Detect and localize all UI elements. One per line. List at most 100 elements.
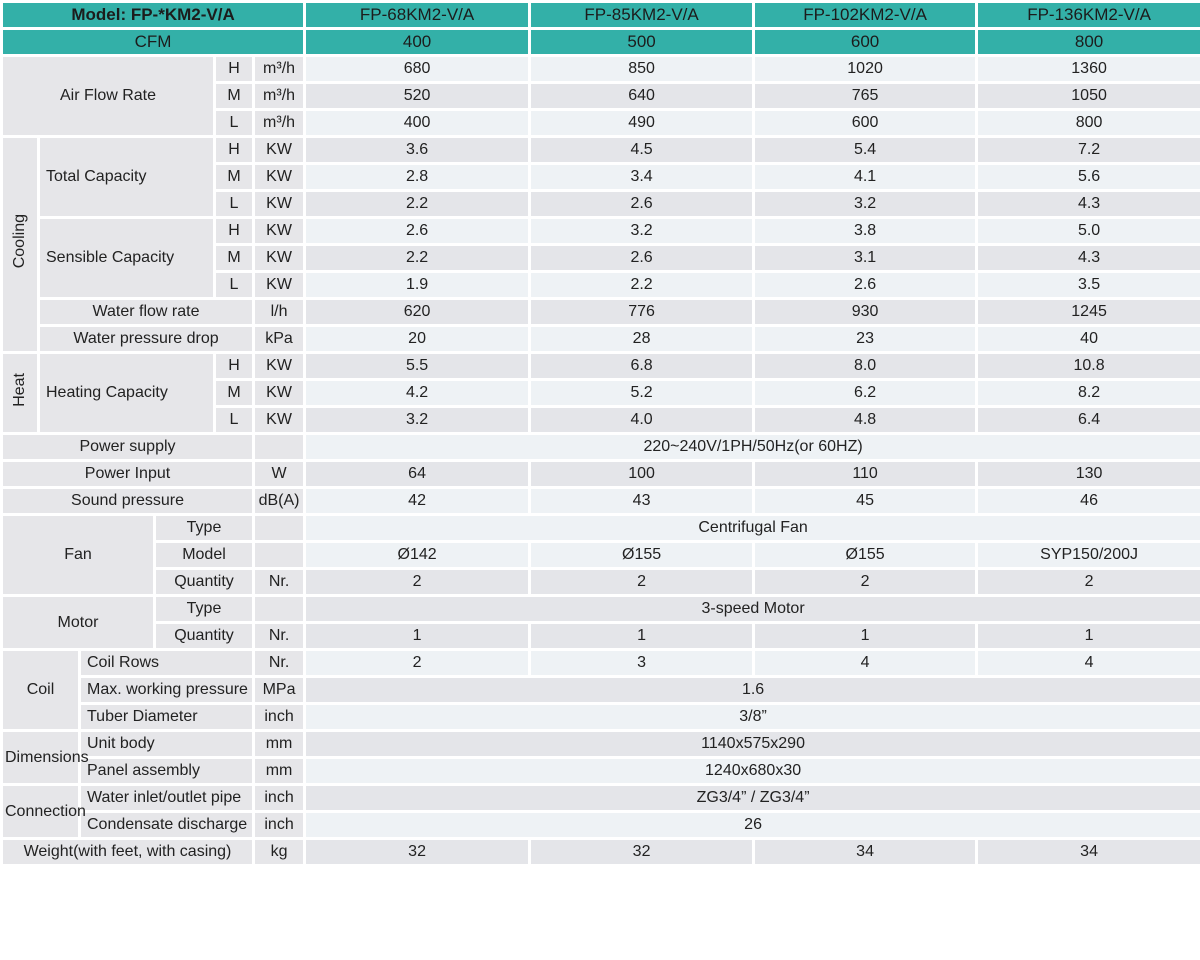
- heating-capacity-value: 8.2: [975, 378, 1200, 408]
- sensible-capacity-value: 3.2: [528, 216, 756, 246]
- heating-capacity-value: 4.0: [528, 405, 756, 435]
- total-capacity-speed: L: [213, 189, 255, 219]
- total-capacity-label: Total Capacity: [37, 135, 216, 219]
- dimensions-label: Dimensions: [0, 729, 89, 786]
- heating-capacity-speed: H: [213, 351, 255, 381]
- air-flow-value: 1360: [975, 54, 1200, 84]
- weight-unit: kg: [251, 837, 307, 867]
- sound-pressure-value: 45: [752, 486, 979, 516]
- air-flow-value: 400: [303, 108, 532, 138]
- model-name: FP-85KM2-V/A: [528, 0, 756, 30]
- air-flow-value: 680: [303, 54, 532, 84]
- motor-type-label: Type: [153, 594, 255, 624]
- total-capacity-unit: KW: [251, 135, 307, 165]
- air-flow-value: 1020: [752, 54, 979, 84]
- fan-type-unit: [251, 513, 307, 543]
- air-flow-value: 800: [975, 108, 1200, 138]
- heating-capacity-value: 4.2: [303, 378, 532, 408]
- total-capacity-value: 2.8: [303, 162, 532, 192]
- water-pressure-unit: kPa: [251, 324, 307, 354]
- sensible-capacity-speed: M: [213, 243, 255, 273]
- fan-model-value: Ø155: [528, 540, 756, 570]
- total-capacity-value: 2.2: [303, 189, 532, 219]
- sensible-capacity-unit: KW: [251, 216, 307, 246]
- heat-text: Heat: [11, 373, 28, 407]
- water-pipe-unit: inch: [251, 783, 307, 813]
- cooling-text: Cooling: [11, 214, 28, 269]
- sound-pressure-value: 46: [975, 486, 1200, 516]
- fan-quantity-value: 2: [975, 567, 1200, 597]
- panel-assembly-unit: mm: [251, 756, 307, 786]
- water-flow-value: 1245: [975, 297, 1200, 327]
- max-pressure-value: 1.6: [303, 675, 1200, 705]
- weight-label: Weight(with feet, with casing): [0, 837, 255, 867]
- total-capacity-value: 4.3: [975, 189, 1200, 219]
- sensible-capacity-unit: KW: [251, 270, 307, 300]
- air-flow-value: 765: [752, 81, 979, 111]
- total-capacity-value: 2.6: [528, 189, 756, 219]
- motor-quantity-value: 1: [528, 621, 756, 651]
- heating-capacity-label: Heating Capacity: [37, 351, 216, 435]
- fan-model-value: Ø142: [303, 540, 532, 570]
- air-flow-value: 1050: [975, 81, 1200, 111]
- weight-value: 34: [975, 837, 1200, 867]
- power-input-label: Power Input: [0, 459, 255, 489]
- unit-body-label: Unit body: [78, 729, 255, 759]
- max-pressure-unit: MPa: [251, 675, 307, 705]
- cfm-header: CFM: [0, 27, 307, 57]
- power-input-value: 130: [975, 459, 1200, 489]
- motor-quantity-label: Quantity: [153, 621, 255, 651]
- sound-pressure-value: 43: [528, 486, 756, 516]
- unit-body-unit: mm: [251, 729, 307, 759]
- weight-value: 32: [303, 837, 532, 867]
- sensible-capacity-value: 5.0: [975, 216, 1200, 246]
- sensible-capacity-value: 2.2: [528, 270, 756, 300]
- total-capacity-value: 4.1: [752, 162, 979, 192]
- weight-value: 34: [752, 837, 979, 867]
- fan-quantity-value: 2: [752, 567, 979, 597]
- coil-rows-value: 3: [528, 648, 756, 678]
- fan-model-value: Ø155: [752, 540, 979, 570]
- model-header: Model: FP-*KM2-V/A: [0, 0, 307, 30]
- water-flow-unit: l/h: [251, 297, 307, 327]
- heating-capacity-unit: KW: [251, 378, 307, 408]
- power-supply-label: Power supply: [0, 432, 255, 462]
- power-input-value: 100: [528, 459, 756, 489]
- air-flow-value: 600: [752, 108, 979, 138]
- heating-capacity-value: 3.2: [303, 405, 532, 435]
- condensate-value: 26: [303, 810, 1200, 840]
- total-capacity-value: 3.2: [752, 189, 979, 219]
- panel-assembly-label: Panel assembly: [78, 756, 255, 786]
- cfm-value: 600: [752, 27, 979, 57]
- water-flow-value: 930: [752, 297, 979, 327]
- air-flow-value: 850: [528, 54, 756, 84]
- water-pipe-label: Water inlet/outlet pipe: [78, 783, 255, 813]
- sensible-capacity-value: 2.6: [528, 243, 756, 273]
- cfm-value: 800: [975, 27, 1200, 57]
- sensible-capacity-value: 2.6: [303, 216, 532, 246]
- panel-assembly-value: 1240x680x30: [303, 756, 1200, 786]
- tube-diameter-label: Tuber Diameter: [78, 702, 255, 732]
- motor-quantity-unit: Nr.: [251, 621, 307, 651]
- total-capacity-value: 5.6: [975, 162, 1200, 192]
- coil-rows-label: Coil Rows: [78, 648, 255, 678]
- air-flow-unit: m³/h: [251, 108, 307, 138]
- power-supply-unit: [251, 432, 307, 462]
- total-capacity-speed: M: [213, 162, 255, 192]
- coil-rows-value: 4: [752, 648, 979, 678]
- total-capacity-speed: H: [213, 135, 255, 165]
- heating-capacity-value: 5.5: [303, 351, 532, 381]
- total-capacity-value: 4.5: [528, 135, 756, 165]
- water-pressure-label: Water pressure drop: [37, 324, 255, 354]
- total-capacity-value: 5.4: [752, 135, 979, 165]
- fan-quantity-value: 2: [528, 567, 756, 597]
- spec-table: Model: FP-*KM2-V/A FP-68KM2-V/A FP-85KM2…: [0, 0, 1200, 867]
- water-flow-value: 776: [528, 297, 756, 327]
- heating-capacity-value: 4.8: [752, 405, 979, 435]
- air-flow-speed: M: [213, 81, 255, 111]
- sensible-capacity-value: 3.8: [752, 216, 979, 246]
- heating-capacity-unit: KW: [251, 351, 307, 381]
- air-flow-label: Air Flow Rate: [0, 54, 216, 138]
- sound-pressure-unit: dB(A): [251, 486, 307, 516]
- heating-capacity-value: 6.8: [528, 351, 756, 381]
